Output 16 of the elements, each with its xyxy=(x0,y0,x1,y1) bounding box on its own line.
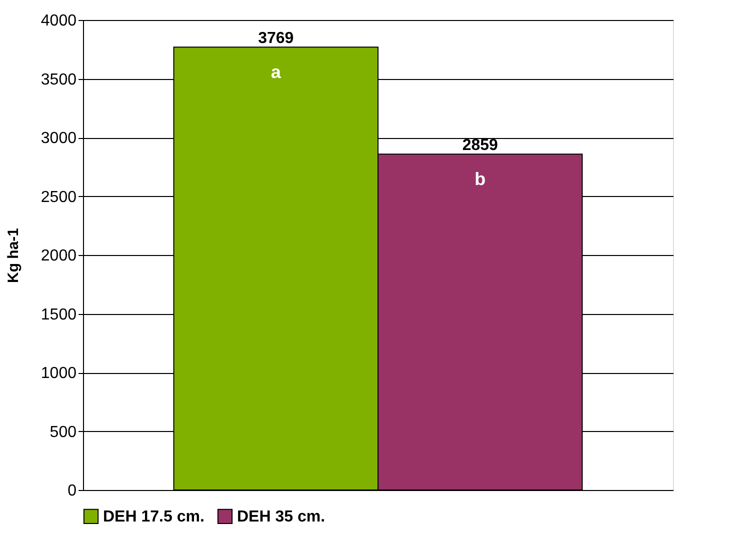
annotation: b xyxy=(474,169,486,190)
legend-label: DEH 35 cm. xyxy=(237,508,326,526)
legend-label: DEH 17.5 cm. xyxy=(103,508,204,526)
y-tick-label: 1000 xyxy=(40,365,77,382)
y-tick-label: 2500 xyxy=(40,188,77,206)
y-tick-label: 2000 xyxy=(40,248,77,264)
annotation: a xyxy=(270,62,282,82)
data-label: 3769 xyxy=(258,30,294,48)
y-tick-label: 1500 xyxy=(40,306,77,324)
y-tick-label: 3500 xyxy=(40,71,77,88)
y-axis-title: Kg ha-1 xyxy=(4,228,22,284)
y-tick-label: 3000 xyxy=(40,130,77,147)
y-tick-label: 4000 xyxy=(40,12,77,30)
y-tick-label: 500 xyxy=(50,424,77,441)
y-tick-label: 0 xyxy=(68,482,77,500)
data-label: 2859 xyxy=(462,137,498,154)
